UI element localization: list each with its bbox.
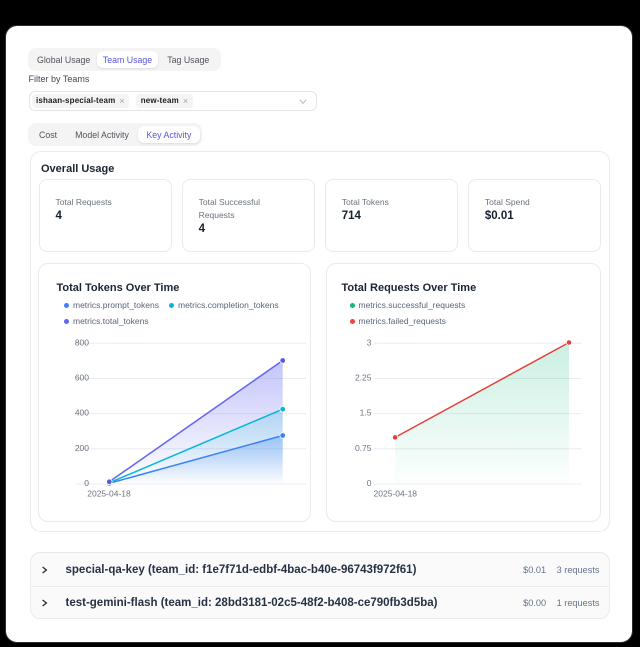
- svg-text:400: 400: [75, 407, 89, 417]
- svg-text:3: 3: [366, 337, 371, 347]
- svg-text:2025-04-18: 2025-04-18: [87, 488, 131, 498]
- svg-text:600: 600: [75, 372, 89, 382]
- svg-text:800: 800: [75, 337, 89, 347]
- svg-text:0: 0: [366, 478, 371, 488]
- svg-text:2.25: 2.25: [354, 372, 371, 382]
- svg-text:2025-04-18: 2025-04-18: [373, 488, 417, 498]
- svg-text:0: 0: [84, 478, 89, 488]
- svg-text:1.5: 1.5: [359, 407, 371, 417]
- svg-text:200: 200: [75, 442, 89, 452]
- svg-text:0.75: 0.75: [354, 442, 371, 452]
